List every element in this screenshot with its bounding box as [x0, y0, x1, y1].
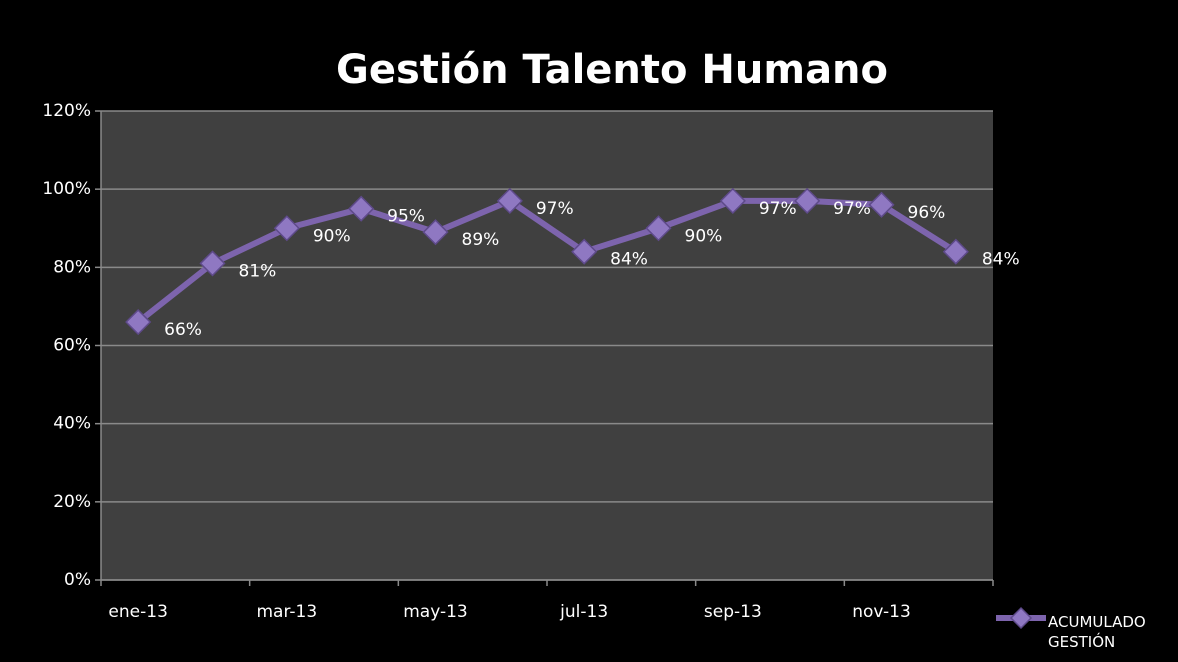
data-point [794, 187, 821, 214]
data-point [942, 238, 969, 265]
data-point [422, 219, 449, 246]
data-label: 66% [164, 320, 202, 340]
y-tick-label: 100% [42, 179, 91, 199]
data-label: 97% [759, 199, 797, 219]
data-label: 84% [982, 250, 1020, 270]
data-point [199, 250, 226, 277]
data-label: 89% [462, 230, 500, 250]
data-point [496, 187, 523, 214]
data-point [125, 308, 152, 336]
y-tick-label: 40% [53, 414, 91, 434]
y-tick-label: 80% [53, 257, 91, 277]
data-label: 95% [387, 207, 425, 227]
y-tick-label: 20% [53, 492, 91, 512]
data-label: 90% [313, 226, 351, 246]
y-tick-label: 120% [42, 101, 91, 121]
data-label: 97% [833, 199, 871, 219]
x-tick-label: sep-13 [704, 602, 762, 622]
data-point [645, 215, 672, 242]
data-label: 84% [610, 250, 648, 270]
x-tick-label: jul-13 [559, 602, 608, 622]
data-point [868, 191, 895, 218]
x-tick-label: nov-13 [852, 602, 911, 622]
y-tick-label: 0% [64, 570, 91, 590]
data-point [348, 195, 375, 222]
chart-title: Gestión Talento Humano [336, 47, 888, 93]
data-point [571, 238, 598, 265]
y-tick-label: 60% [53, 336, 91, 356]
data-label: 97% [536, 199, 574, 219]
x-tick-label: mar-13 [257, 602, 318, 622]
legend-marker [1009, 606, 1033, 630]
data-label: 90% [685, 226, 723, 246]
x-tick-label: may-13 [403, 602, 468, 622]
data-label: 81% [239, 261, 277, 281]
legend-label: ACUMULADO GESTIÓN [1048, 613, 1146, 651]
data-point [273, 215, 300, 242]
data-point [719, 187, 746, 214]
data-label: 96% [908, 203, 946, 223]
x-tick-label: ene-13 [108, 602, 167, 622]
